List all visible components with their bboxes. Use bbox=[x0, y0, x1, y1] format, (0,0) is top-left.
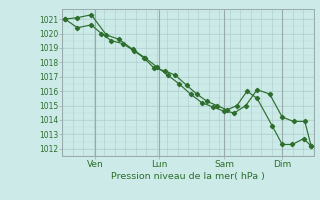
X-axis label: Pression niveau de la mer( hPa ): Pression niveau de la mer( hPa ) bbox=[111, 172, 265, 181]
